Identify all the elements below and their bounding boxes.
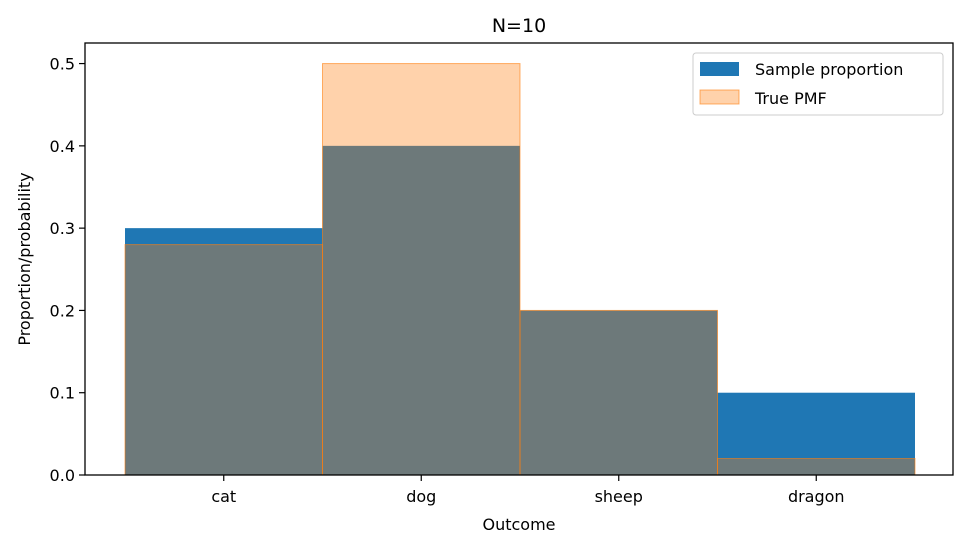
legend-swatch-sample [700, 62, 739, 76]
x-axis-label: Outcome [482, 515, 555, 534]
y-tick-label: 0.5 [50, 55, 75, 74]
chart-title: N=10 [492, 15, 546, 37]
pmf-bars [124, 63, 916, 476]
sample-bars [125, 145, 915, 475]
y-axis: 0.0 0.1 0.2 0.3 0.4 0.5 [50, 55, 85, 485]
y-tick-label: 0.3 [50, 219, 75, 238]
legend-label-pmf: True PMF [754, 89, 827, 108]
y-tick-label: 0.4 [50, 137, 75, 156]
x-tick-label-dog: dog [406, 487, 436, 506]
bar-sample-cat [125, 228, 323, 475]
legend-swatch-pmf [699, 89, 740, 105]
bar-pmf-dragon [717, 458, 916, 476]
legend-box [692, 52, 944, 116]
y-axis-label: Proportion/probability [15, 172, 34, 345]
legend: Sample proportion True PMF [692, 52, 944, 116]
bar-pmf-cat [124, 244, 323, 476]
x-tick-label-dragon: dragon [788, 487, 845, 506]
bar-sample-dragon [717, 392, 915, 475]
x-tick-label-cat: cat [211, 487, 236, 506]
y-tick-label: 0.0 [50, 466, 75, 485]
x-axis: cat dog sheep dragon [211, 475, 845, 506]
bar-pmf-dog [322, 63, 521, 476]
x-tick-label-sheep: sheep [595, 487, 643, 506]
legend-label-sample: Sample proportion [755, 60, 903, 79]
y-tick-label: 0.1 [50, 384, 75, 403]
plot-frame [84, 42, 954, 476]
bar-pmf-sheep [519, 309, 718, 476]
y-tick-label: 0.2 [50, 301, 75, 320]
bar-sample-dog [322, 145, 520, 475]
bar-sample-sheep [520, 310, 718, 475]
